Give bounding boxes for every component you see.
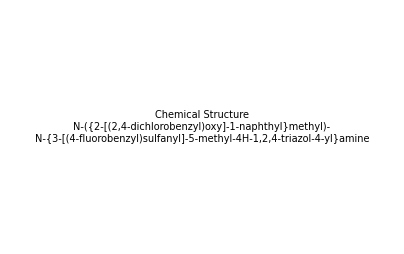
Text: Chemical Structure
N-({2-[(2,4-dichlorobenzyl)oxy]-1-naphthyl}methyl)-
N-{3-[(4-: Chemical Structure N-({2-[(2,4-dichlorob… bbox=[35, 110, 369, 144]
